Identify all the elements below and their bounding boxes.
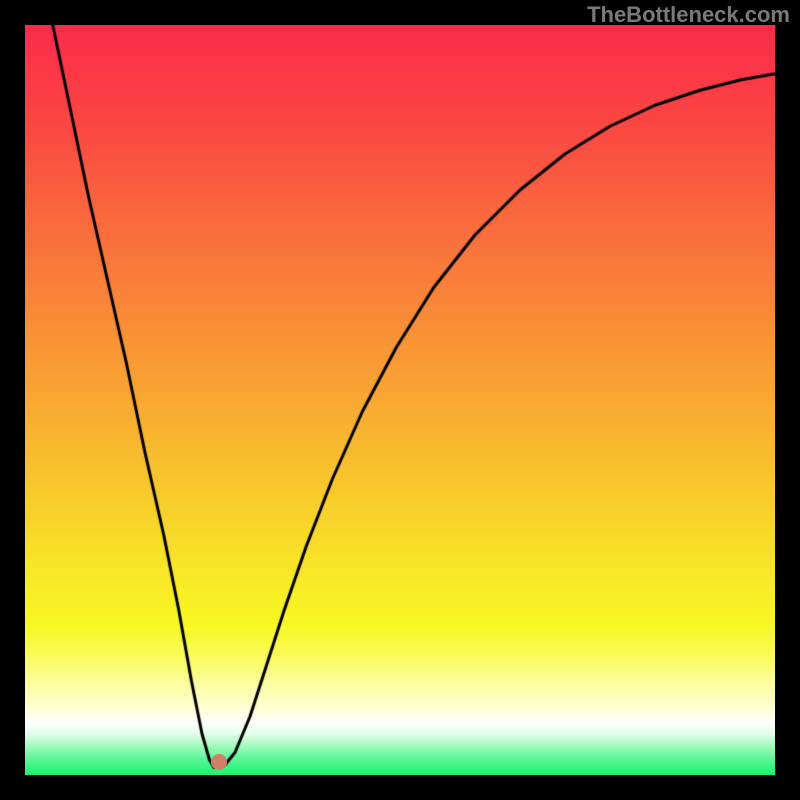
chart-container: TheBottleneck.com (0, 0, 800, 800)
bottleneck-curve (25, 25, 775, 775)
plot-area (25, 25, 775, 775)
optimal-point-marker (211, 754, 227, 770)
watermark-text: TheBottleneck.com (587, 2, 790, 28)
